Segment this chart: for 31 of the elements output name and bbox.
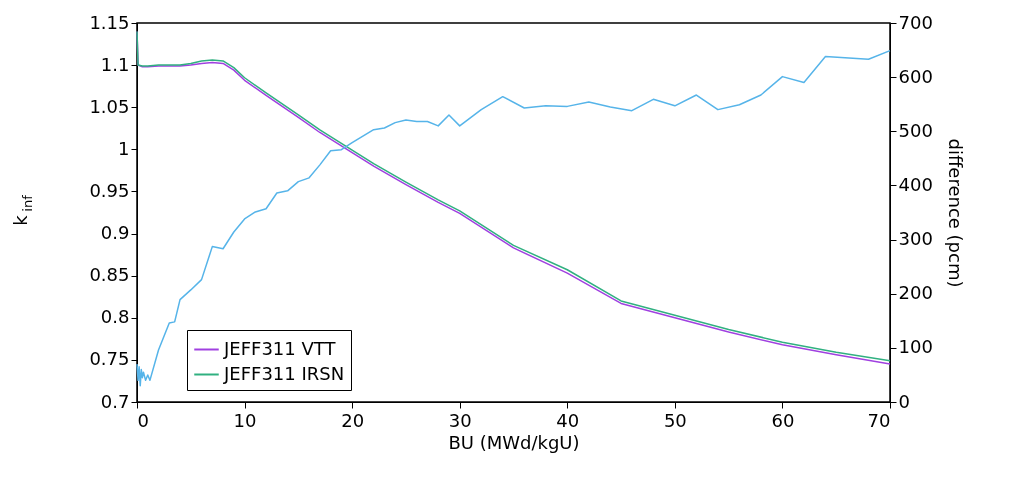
legend-label: JEFF311 VTT bbox=[223, 337, 337, 359]
x-tick-label: 0 bbox=[137, 409, 149, 431]
x-tick-label: 30 bbox=[448, 409, 472, 431]
y2-tick-label: 300 bbox=[898, 228, 933, 250]
x-tick-label: 50 bbox=[663, 409, 687, 431]
y2-tick-label: 200 bbox=[898, 282, 933, 304]
y2-tick-label: 600 bbox=[898, 65, 933, 87]
x-tick-label: 40 bbox=[556, 409, 580, 431]
y2-axis-title: difference (pcm) bbox=[944, 138, 966, 288]
y2-tick-label: 400 bbox=[898, 173, 933, 195]
x-axis-title: BU (MWd/kgU) bbox=[448, 431, 580, 453]
x-tick-label: 70 bbox=[867, 409, 891, 431]
y-tick-label: 1.05 bbox=[89, 95, 130, 117]
y-tick-label: 1 bbox=[118, 137, 130, 159]
y-tick-label: 0.7 bbox=[100, 390, 130, 412]
y-tick-label: 0.8 bbox=[100, 306, 130, 328]
y2-tick-label: 0 bbox=[898, 390, 910, 412]
x-tick-label: 20 bbox=[341, 409, 365, 431]
y2-tick-label: 500 bbox=[898, 119, 933, 141]
y-tick-label: 1.15 bbox=[89, 11, 130, 33]
x-tick-label: 60 bbox=[771, 409, 795, 431]
x-tick-label: 10 bbox=[233, 409, 257, 431]
y-axis-title: kinf bbox=[10, 194, 35, 226]
legend-label: JEFF311 IRSN bbox=[223, 362, 345, 384]
y-tick-label: 0.95 bbox=[89, 179, 130, 201]
y-tick-label: 0.85 bbox=[89, 264, 130, 286]
y-tick-label: 1.1 bbox=[100, 53, 130, 75]
y2-tick-label: 700 bbox=[898, 11, 933, 33]
y2-tick-label: 100 bbox=[898, 336, 933, 358]
y-tick-label: 0.9 bbox=[100, 222, 130, 244]
y-tick-label: 0.75 bbox=[89, 348, 130, 370]
